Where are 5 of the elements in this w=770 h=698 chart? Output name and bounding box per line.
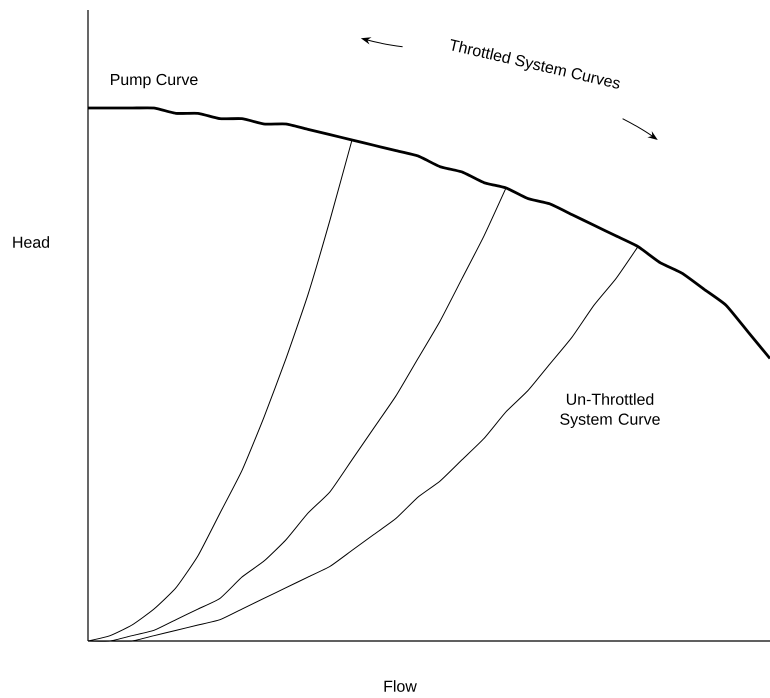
- text: Throttled System Curves: [450, 39, 620, 89]
- y-axis-title: Head: [13, 236, 50, 248]
- series-label: Pump Curve: [111, 74, 198, 88]
- series-label: Un-Throttled System Curve: [560, 393, 660, 428]
- x-axis-title: Flow: [384, 680, 417, 692]
